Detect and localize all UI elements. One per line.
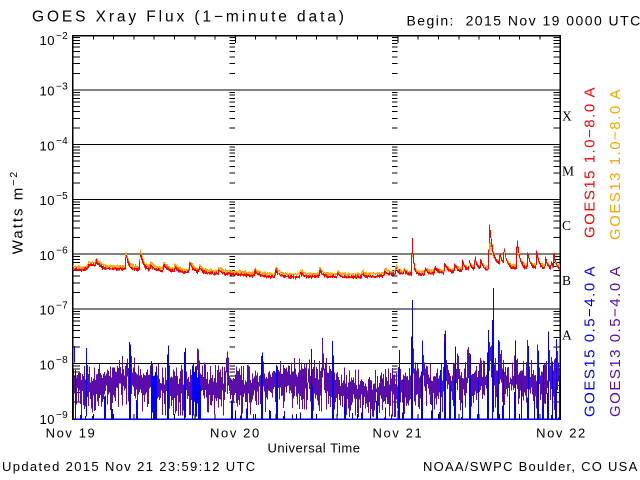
svg-text:10: 10 [40, 84, 55, 99]
svg-text:10: 10 [40, 248, 55, 263]
svg-text:10: 10 [40, 357, 55, 372]
svg-text:−4: −4 [56, 136, 68, 147]
svg-text:10: 10 [40, 193, 55, 208]
svg-text:Watts m−2: Watts m−2 [8, 170, 27, 254]
svg-text:GOES Xray Flux (1−minute data): GOES Xray Flux (1−minute data) [32, 9, 347, 26]
svg-text:Begin: 2015 Nov 19 0000 UTC: Begin: 2015 Nov 19 0000 UTC [407, 12, 640, 28]
svg-text:Universal Time: Universal Time [268, 441, 361, 456]
svg-text:10: 10 [40, 33, 55, 48]
svg-text:GOES13 1.0−8.0 A: GOES13 1.0−8.0 A [607, 88, 624, 240]
svg-text:−6: −6 [56, 246, 68, 257]
svg-text:C: C [562, 218, 571, 233]
svg-text:Nov 22: Nov 22 [536, 426, 587, 441]
svg-text:GOES13 0.5−4.0 A: GOES13 0.5−4.0 A [607, 265, 624, 417]
svg-text:M: M [562, 163, 574, 178]
svg-text:10: 10 [40, 412, 55, 427]
svg-text:−8: −8 [56, 355, 68, 366]
svg-text:Nov 19: Nov 19 [46, 426, 97, 441]
svg-text:Nov 21: Nov 21 [373, 426, 424, 441]
svg-text:X: X [562, 109, 572, 124]
svg-text:−9: −9 [56, 410, 68, 421]
svg-text:10: 10 [40, 138, 55, 153]
svg-text:−7: −7 [56, 300, 68, 311]
svg-text:B: B [562, 273, 571, 288]
svg-text:10: 10 [40, 303, 55, 318]
svg-text:Updated 2015 Nov 21 23:59:12 U: Updated 2015 Nov 21 23:59:12 UTC [2, 459, 257, 474]
svg-text:GOES15 0.5−4.0 A: GOES15 0.5−4.0 A [582, 265, 599, 417]
svg-text:NOAA/SWPC Boulder, CO USA: NOAA/SWPC Boulder, CO USA [423, 459, 638, 474]
svg-text:−2: −2 [56, 31, 68, 42]
svg-text:GOES15 1.0−8.0 A: GOES15 1.0−8.0 A [582, 86, 599, 238]
svg-text:A: A [562, 328, 572, 343]
svg-text:−5: −5 [56, 191, 68, 202]
svg-text:−3: −3 [56, 81, 68, 92]
svg-text:Nov 20: Nov 20 [210, 426, 261, 441]
